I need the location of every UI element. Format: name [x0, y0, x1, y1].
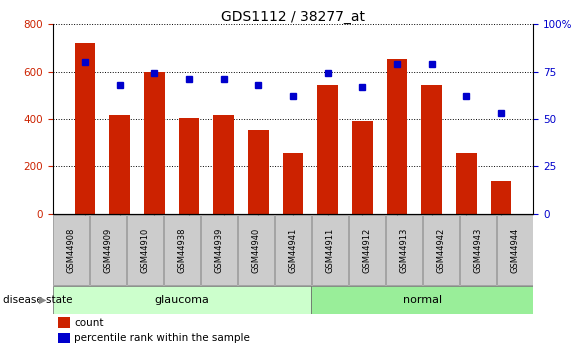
Text: GSM44910: GSM44910 [141, 227, 149, 273]
Bar [164, 215, 200, 285]
Bar [275, 215, 311, 285]
Text: GSM44944: GSM44944 [510, 227, 519, 273]
Bar [386, 215, 422, 285]
Bar [248, 130, 269, 214]
Text: GSM44938: GSM44938 [178, 227, 186, 273]
Bar [421, 85, 442, 214]
Text: GSM44909: GSM44909 [104, 227, 113, 273]
Text: GSM44913: GSM44913 [400, 227, 408, 273]
Bar [349, 215, 384, 285]
Bar [387, 59, 407, 214]
Text: GSM44943: GSM44943 [473, 227, 482, 273]
Text: GSM44942: GSM44942 [437, 227, 445, 273]
Text: GSM44912: GSM44912 [362, 227, 372, 273]
Text: normal: normal [403, 295, 442, 305]
Bar [144, 71, 165, 214]
Bar [312, 286, 533, 314]
Text: count: count [74, 318, 104, 328]
Bar [460, 215, 496, 285]
Bar [213, 116, 234, 214]
Bar [109, 116, 130, 214]
Text: GSM44941: GSM44941 [288, 227, 298, 273]
Bar [57, 333, 70, 344]
Bar [127, 215, 163, 285]
Bar [239, 215, 274, 285]
Bar [57, 317, 70, 328]
Text: GDS1112 / 38277_at: GDS1112 / 38277_at [221, 10, 365, 24]
Text: glaucoma: glaucoma [155, 295, 210, 305]
Text: GSM44940: GSM44940 [251, 227, 261, 273]
Bar [317, 85, 338, 214]
Bar [90, 215, 126, 285]
Bar [497, 215, 533, 285]
Bar [352, 121, 373, 214]
Text: ▶: ▶ [39, 295, 47, 305]
Text: GSM44911: GSM44911 [325, 227, 335, 273]
Bar [456, 154, 477, 214]
Bar [179, 118, 199, 214]
Text: percentile rank within the sample: percentile rank within the sample [74, 333, 250, 343]
Bar [74, 43, 96, 214]
Text: GSM44908: GSM44908 [67, 227, 76, 273]
Text: GSM44939: GSM44939 [214, 227, 224, 273]
Bar [312, 215, 347, 285]
Text: disease state: disease state [3, 295, 73, 305]
Bar [202, 215, 237, 285]
Bar [490, 181, 512, 214]
Bar [282, 154, 304, 214]
Bar [53, 215, 89, 285]
Bar [423, 215, 459, 285]
Bar [53, 286, 312, 314]
